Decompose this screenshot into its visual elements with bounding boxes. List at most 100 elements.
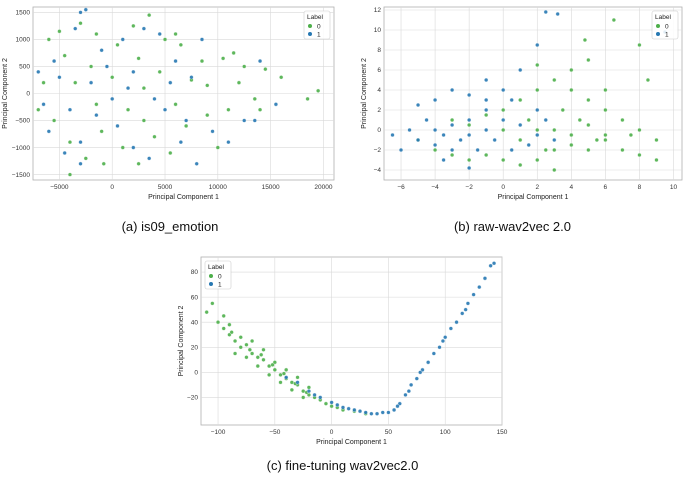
- x-tick-label: −100: [211, 429, 226, 436]
- y-tick-label: 6: [377, 67, 381, 74]
- point-label-1: [543, 117, 548, 123]
- point-label-1: [178, 140, 183, 145]
- y-tick-label: 4: [377, 87, 381, 94]
- point-label-1: [346, 406, 351, 411]
- point-label-0: [645, 77, 651, 83]
- x-tick-label: 50: [385, 429, 393, 436]
- point-label-0: [259, 352, 264, 357]
- point-label-0: [501, 127, 506, 133]
- point-label-0: [57, 29, 62, 34]
- x-tick-label: −6: [397, 184, 405, 191]
- point-label-1: [104, 64, 110, 69]
- point-label-1: [369, 411, 374, 416]
- point-label-0: [236, 80, 242, 85]
- point-label-1: [492, 137, 497, 143]
- legend-label-0: 0: [218, 273, 222, 280]
- point-label-0: [450, 117, 455, 123]
- point-label-0: [301, 395, 306, 400]
- point-label-1: [62, 150, 67, 156]
- point-label-1: [471, 292, 476, 297]
- point-label-0: [233, 338, 238, 344]
- point-label-1: [357, 409, 363, 414]
- point-label-1: [484, 97, 489, 103]
- point-label-0: [267, 372, 272, 377]
- point-label-0: [467, 157, 472, 163]
- point-label-0: [552, 167, 557, 173]
- x-tick-label: 2: [535, 184, 539, 191]
- point-label-0: [295, 375, 300, 380]
- point-label-1: [418, 370, 423, 375]
- legend-label-0: 0: [665, 23, 669, 30]
- point-label-0: [279, 75, 284, 80]
- point-label-1: [518, 122, 523, 128]
- point-label-1: [484, 107, 489, 113]
- point-label-0: [316, 88, 321, 93]
- y-tick-label: 20: [191, 344, 199, 351]
- point-label-0: [136, 56, 141, 61]
- point-label-0: [552, 127, 557, 133]
- legend-marker-1: [656, 32, 660, 36]
- y-tick-label: 0: [194, 370, 198, 377]
- legend-box: [204, 260, 232, 290]
- point-label-0: [484, 152, 489, 158]
- point-label-0: [101, 161, 106, 166]
- point-label-0: [637, 127, 642, 133]
- point-label-0: [552, 147, 557, 153]
- y-axis-label: Principal Component 2: [178, 305, 185, 376]
- y-tick-label: −1500: [12, 172, 31, 179]
- y-tick-label: 60: [191, 294, 199, 301]
- point-label-0: [162, 37, 168, 42]
- x-tick-label: 10000: [209, 184, 227, 191]
- x-tick-label: −2: [465, 184, 473, 191]
- point-label-0: [594, 137, 599, 143]
- point-label-1: [273, 102, 278, 107]
- point-label-0: [168, 150, 173, 156]
- point-label-0: [205, 113, 210, 118]
- point-label-0: [120, 145, 125, 150]
- point-label-0: [184, 123, 189, 129]
- point-label-1: [73, 26, 78, 31]
- point-label-0: [252, 96, 257, 101]
- point-label-0: [255, 355, 260, 360]
- point-label-0: [62, 53, 67, 58]
- point-label-0: [323, 401, 329, 406]
- x-tick-label: 150: [497, 429, 508, 436]
- point-label-1: [509, 147, 514, 153]
- point-label-0: [257, 107, 263, 112]
- point-label-0: [603, 137, 608, 143]
- point-label-1: [535, 42, 540, 48]
- x-tick-label: 8: [638, 184, 642, 191]
- point-label-1: [168, 80, 173, 85]
- y-tick-label: 0: [377, 127, 381, 134]
- point-label-0: [242, 64, 247, 69]
- point-label-1: [484, 127, 489, 133]
- point-label-0: [484, 112, 489, 118]
- point-label-0: [238, 335, 243, 340]
- point-label-1: [67, 107, 73, 112]
- point-label-0: [199, 58, 205, 64]
- point-label-1: [340, 405, 346, 410]
- x-tick-label: 5000: [158, 184, 173, 191]
- plot-area: [383, 6, 683, 181]
- point-label-1: [415, 137, 421, 143]
- point-label-0: [535, 127, 540, 133]
- point-label-0: [36, 107, 41, 112]
- x-tick-label: −50: [269, 429, 280, 436]
- y-tick-label: 2: [377, 107, 381, 114]
- point-label-0: [518, 97, 523, 103]
- point-label-1: [78, 10, 83, 15]
- point-label-1: [131, 145, 136, 150]
- point-label-1: [252, 118, 257, 123]
- point-label-0: [227, 322, 232, 327]
- point-label-0: [94, 102, 99, 107]
- point-label-0: [267, 363, 272, 369]
- point-label-1: [189, 75, 194, 80]
- point-label-0: [52, 118, 57, 123]
- point-label-1: [295, 380, 300, 385]
- point-label-0: [433, 147, 438, 153]
- point-label-0: [329, 404, 334, 409]
- point-label-1: [78, 140, 83, 145]
- point-label-1: [99, 48, 104, 53]
- point-label-1: [318, 395, 323, 400]
- point-label-0: [67, 140, 73, 145]
